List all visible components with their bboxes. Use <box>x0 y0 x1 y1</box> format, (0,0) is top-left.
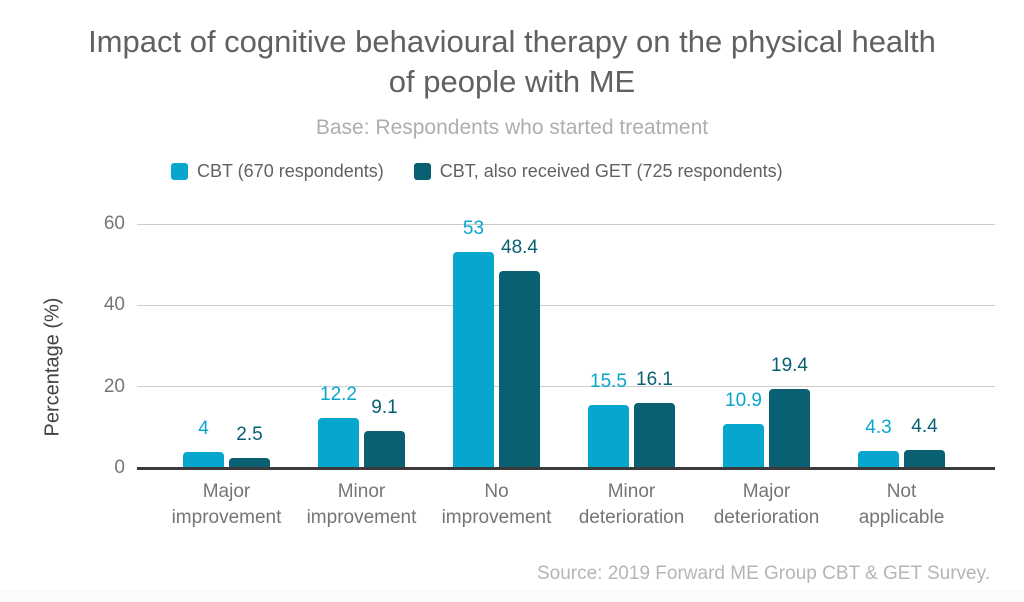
legend-item-cbt-get: CBT, also received GET (725 respondents) <box>413 161 783 182</box>
legend-swatch-cbt-icon <box>171 163 188 180</box>
chart-title-line2: of people with ME <box>388 64 636 99</box>
x-axis-line <box>137 467 995 470</box>
category-group: 15.5 16.1 <box>564 224 699 468</box>
y-tick-label: 60 <box>103 213 125 234</box>
bar-value-label: 48.4 <box>501 237 538 259</box>
y-tick-label: 0 <box>114 457 125 478</box>
bar-cbt: 12.2 <box>318 384 359 468</box>
category-group: 12.2 9.1 <box>294 224 429 468</box>
bar-cbt: 10.9 <box>723 390 764 468</box>
category-group: 4 2.5 <box>159 224 294 468</box>
chart-title: Impact of cognitive behavioural therapy … <box>0 22 1024 102</box>
bar-value-label: 10.9 <box>725 389 762 411</box>
bar-value-label: 9.1 <box>371 397 398 418</box>
bar-value-label: 2.5 <box>236 423 263 445</box>
bar-value-label: 4.4 <box>911 416 938 438</box>
category-label: Not applicable <box>858 481 945 528</box>
category-group: 53 48.4 <box>429 218 564 468</box>
source-caption: Source: 2019 Forward ME Group CBT & GET … <box>536 563 990 584</box>
legend-item-cbt: CBT (670 respondents) <box>171 161 384 182</box>
bar-cbt: 4.3 <box>858 417 899 468</box>
bar-value-label: 53 <box>462 218 485 240</box>
bar-cbt-get: 19.4 <box>769 355 810 468</box>
bar-value-label: 4 <box>198 417 209 439</box>
bar-value-label: 19.4 <box>771 355 808 377</box>
y-tick-label: 20 <box>103 375 125 397</box>
bar-cbt-get: 4.4 <box>904 416 945 468</box>
category-label: Minor deterioration <box>578 481 685 528</box>
bar-cbt-get: 9.1 <box>364 397 405 468</box>
bar-cbt-get: 2.5 <box>229 424 270 468</box>
y-axis-title: Percentage (%) <box>41 297 64 437</box>
bar-cbt: 53 <box>453 218 494 468</box>
bar-cbt: 4 <box>183 418 224 468</box>
plot-area: 0 20 40 60 <box>104 213 995 478</box>
gridline <box>137 304 995 306</box>
chart-subtitle: Base: Respondents who started treatment <box>315 116 709 139</box>
category-group: 10.9 19.4 <box>699 224 834 468</box>
gridline <box>137 386 995 388</box>
category-label: No improvement <box>441 481 552 528</box>
legend-label-cbt: CBT (670 respondents) <box>197 161 384 181</box>
gridline <box>137 223 995 225</box>
bar-cbt-get: 16.1 <box>634 369 675 468</box>
bar-value-label: 16.1 <box>636 368 673 390</box>
category-label: Major improvement <box>171 481 282 528</box>
chart-title-line1: Impact of cognitive behavioural therapy … <box>88 24 936 59</box>
bar-value-label: 15.5 <box>590 370 627 392</box>
bar-value-label: 12.2 <box>320 384 357 406</box>
legend-swatch-cbt-get-icon <box>413 163 431 180</box>
footer-strip <box>0 590 1024 602</box>
bar-cbt-get: 48.4 <box>499 237 540 468</box>
x-axis-labels: Major improvement Minor improvement No improv… <box>159 479 969 531</box>
category-label: Major deterioration <box>713 481 820 528</box>
bar-value-label: 4.3 <box>865 416 892 438</box>
plot-columns: 4 2.5 12.2 9.1 53 48.4 15.5 16.1 10.9 19.4 4.3 4.4 <box>159 218 969 468</box>
y-tick-label: 40 <box>103 294 125 316</box>
category-group: 4.3 4.4 <box>834 224 969 468</box>
legend-label-cbt-get: CBT, also received GET (725 respondents) <box>439 161 783 181</box>
chart-legend: CBT (670 respondents) CBT, also received… <box>171 161 783 182</box>
category-label: Minor improvement <box>306 481 417 528</box>
bar-cbt: 15.5 <box>588 371 629 468</box>
